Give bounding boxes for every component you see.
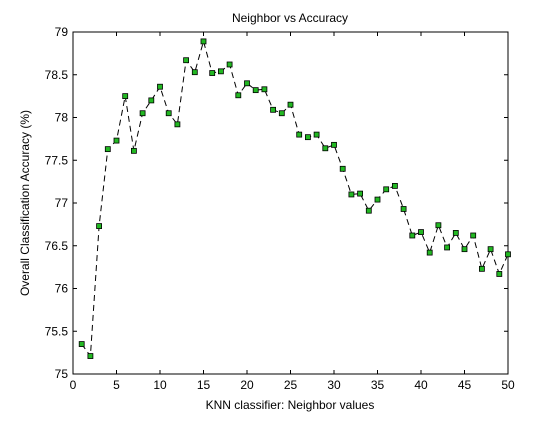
data-point [461, 246, 468, 253]
data-point [331, 141, 337, 148]
data-point [304, 134, 311, 141]
data-point [383, 186, 390, 193]
y-tick-label: 75.5 [45, 324, 69, 338]
data-point [270, 106, 277, 113]
data-point [374, 196, 381, 203]
data-point [444, 244, 451, 251]
data-point [487, 246, 494, 253]
data-point [391, 182, 398, 189]
data-point [435, 222, 442, 229]
data-point [348, 191, 355, 198]
data-point [122, 93, 129, 100]
data-point [139, 110, 146, 117]
y-tick-label: 78.5 [45, 68, 69, 82]
data-point [496, 271, 503, 277]
x-axis-title: KNN classifier: Neighbor values [206, 398, 375, 412]
x-tick-label: 0 [70, 378, 77, 392]
x-tick-label: 20 [240, 378, 254, 392]
data-point [165, 110, 172, 117]
data-point [174, 121, 181, 128]
data-point [87, 353, 94, 359]
x-tick-label: 5 [113, 378, 120, 392]
plot-area [72, 31, 509, 375]
data-point [278, 110, 285, 117]
y-tick-label: 78 [55, 111, 69, 125]
x-tick-label: 25 [284, 378, 298, 392]
x-tick-label: 40 [414, 378, 428, 392]
data-point [505, 251, 511, 258]
data-point [418, 229, 424, 235]
data-point [209, 70, 216, 76]
data-point [200, 38, 207, 45]
x-tick-label: 30 [327, 378, 341, 392]
data-point [478, 265, 485, 272]
data-point [217, 68, 224, 75]
x-tick-label: 15 [197, 378, 211, 392]
data-point [226, 61, 233, 68]
y-tick-label: 75 [55, 367, 69, 381]
y-tick-label: 76 [55, 282, 69, 296]
data-point [104, 146, 111, 153]
data-point [322, 145, 329, 152]
y-tick-label: 77.5 [45, 153, 69, 167]
chart-title: Neighbor vs Accuracy [232, 11, 348, 25]
y-tick-label: 76.5 [45, 239, 69, 253]
data-point [409, 232, 416, 239]
data-point [191, 69, 198, 76]
x-tick-label: 50 [501, 378, 515, 392]
data-point [252, 87, 259, 94]
data-point [296, 131, 303, 138]
data-point [157, 83, 163, 90]
data-point [470, 232, 477, 239]
x-tick-label: 10 [153, 378, 167, 392]
data-point [452, 230, 459, 236]
data-point [313, 131, 320, 138]
series-layer [78, 38, 511, 359]
data-point [365, 207, 372, 214]
data-point [113, 137, 120, 144]
y-axis-title: Overall Classification Accuracy (%) [18, 110, 32, 296]
data-point [287, 101, 294, 108]
data-point [400, 206, 407, 212]
data-point [96, 223, 102, 229]
data-point [183, 57, 190, 64]
y-tick-label: 79 [55, 25, 69, 39]
x-axis: 0 5 10 15 20 25 30 35 40 45 50 [70, 32, 515, 392]
data-point [78, 341, 85, 347]
data-point [130, 147, 137, 154]
data-point [148, 97, 155, 104]
y-axis: 75 75.5 76 76.5 77 77.5 78 78.5 79 [45, 25, 508, 381]
data-point [261, 86, 268, 93]
y-tick-label: 77 [55, 196, 69, 210]
x-tick-label: 35 [371, 378, 385, 392]
data-point [339, 165, 346, 172]
data-point [235, 92, 242, 99]
data-point [244, 80, 250, 87]
data-point [357, 190, 364, 197]
x-tick-label: 45 [458, 378, 472, 392]
data-point [426, 249, 433, 256]
